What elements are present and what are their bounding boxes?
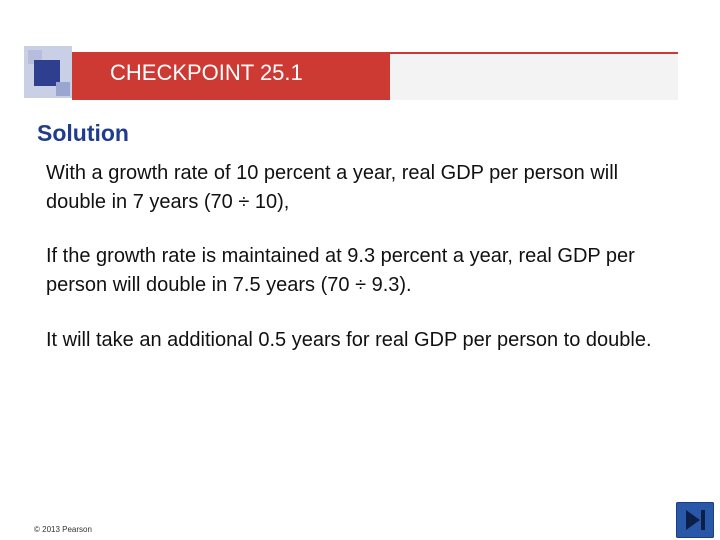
logo-square-dark: [34, 60, 60, 86]
paragraph-3: It will take an additional 0.5 years for…: [46, 329, 652, 351]
slide-title: CHECKPOINT 25.1: [110, 60, 303, 85]
title-bar: [72, 54, 390, 100]
paragraph-1: With a growth rate of 10 percent a year,…: [46, 162, 619, 213]
title-top-rule: [72, 52, 678, 54]
logo-squares-decoration: [24, 46, 72, 98]
section-heading: Solution: [37, 120, 129, 146]
skip-to-end-icon: [686, 510, 705, 530]
title-bar-extension: [390, 54, 678, 100]
copyright-footer: © 2013 Pearson: [34, 525, 92, 534]
paragraph-2: If the growth rate is maintained at 9.3 …: [46, 245, 635, 296]
skip-to-end-button[interactable]: [676, 502, 714, 538]
logo-square-accent: [56, 82, 70, 96]
